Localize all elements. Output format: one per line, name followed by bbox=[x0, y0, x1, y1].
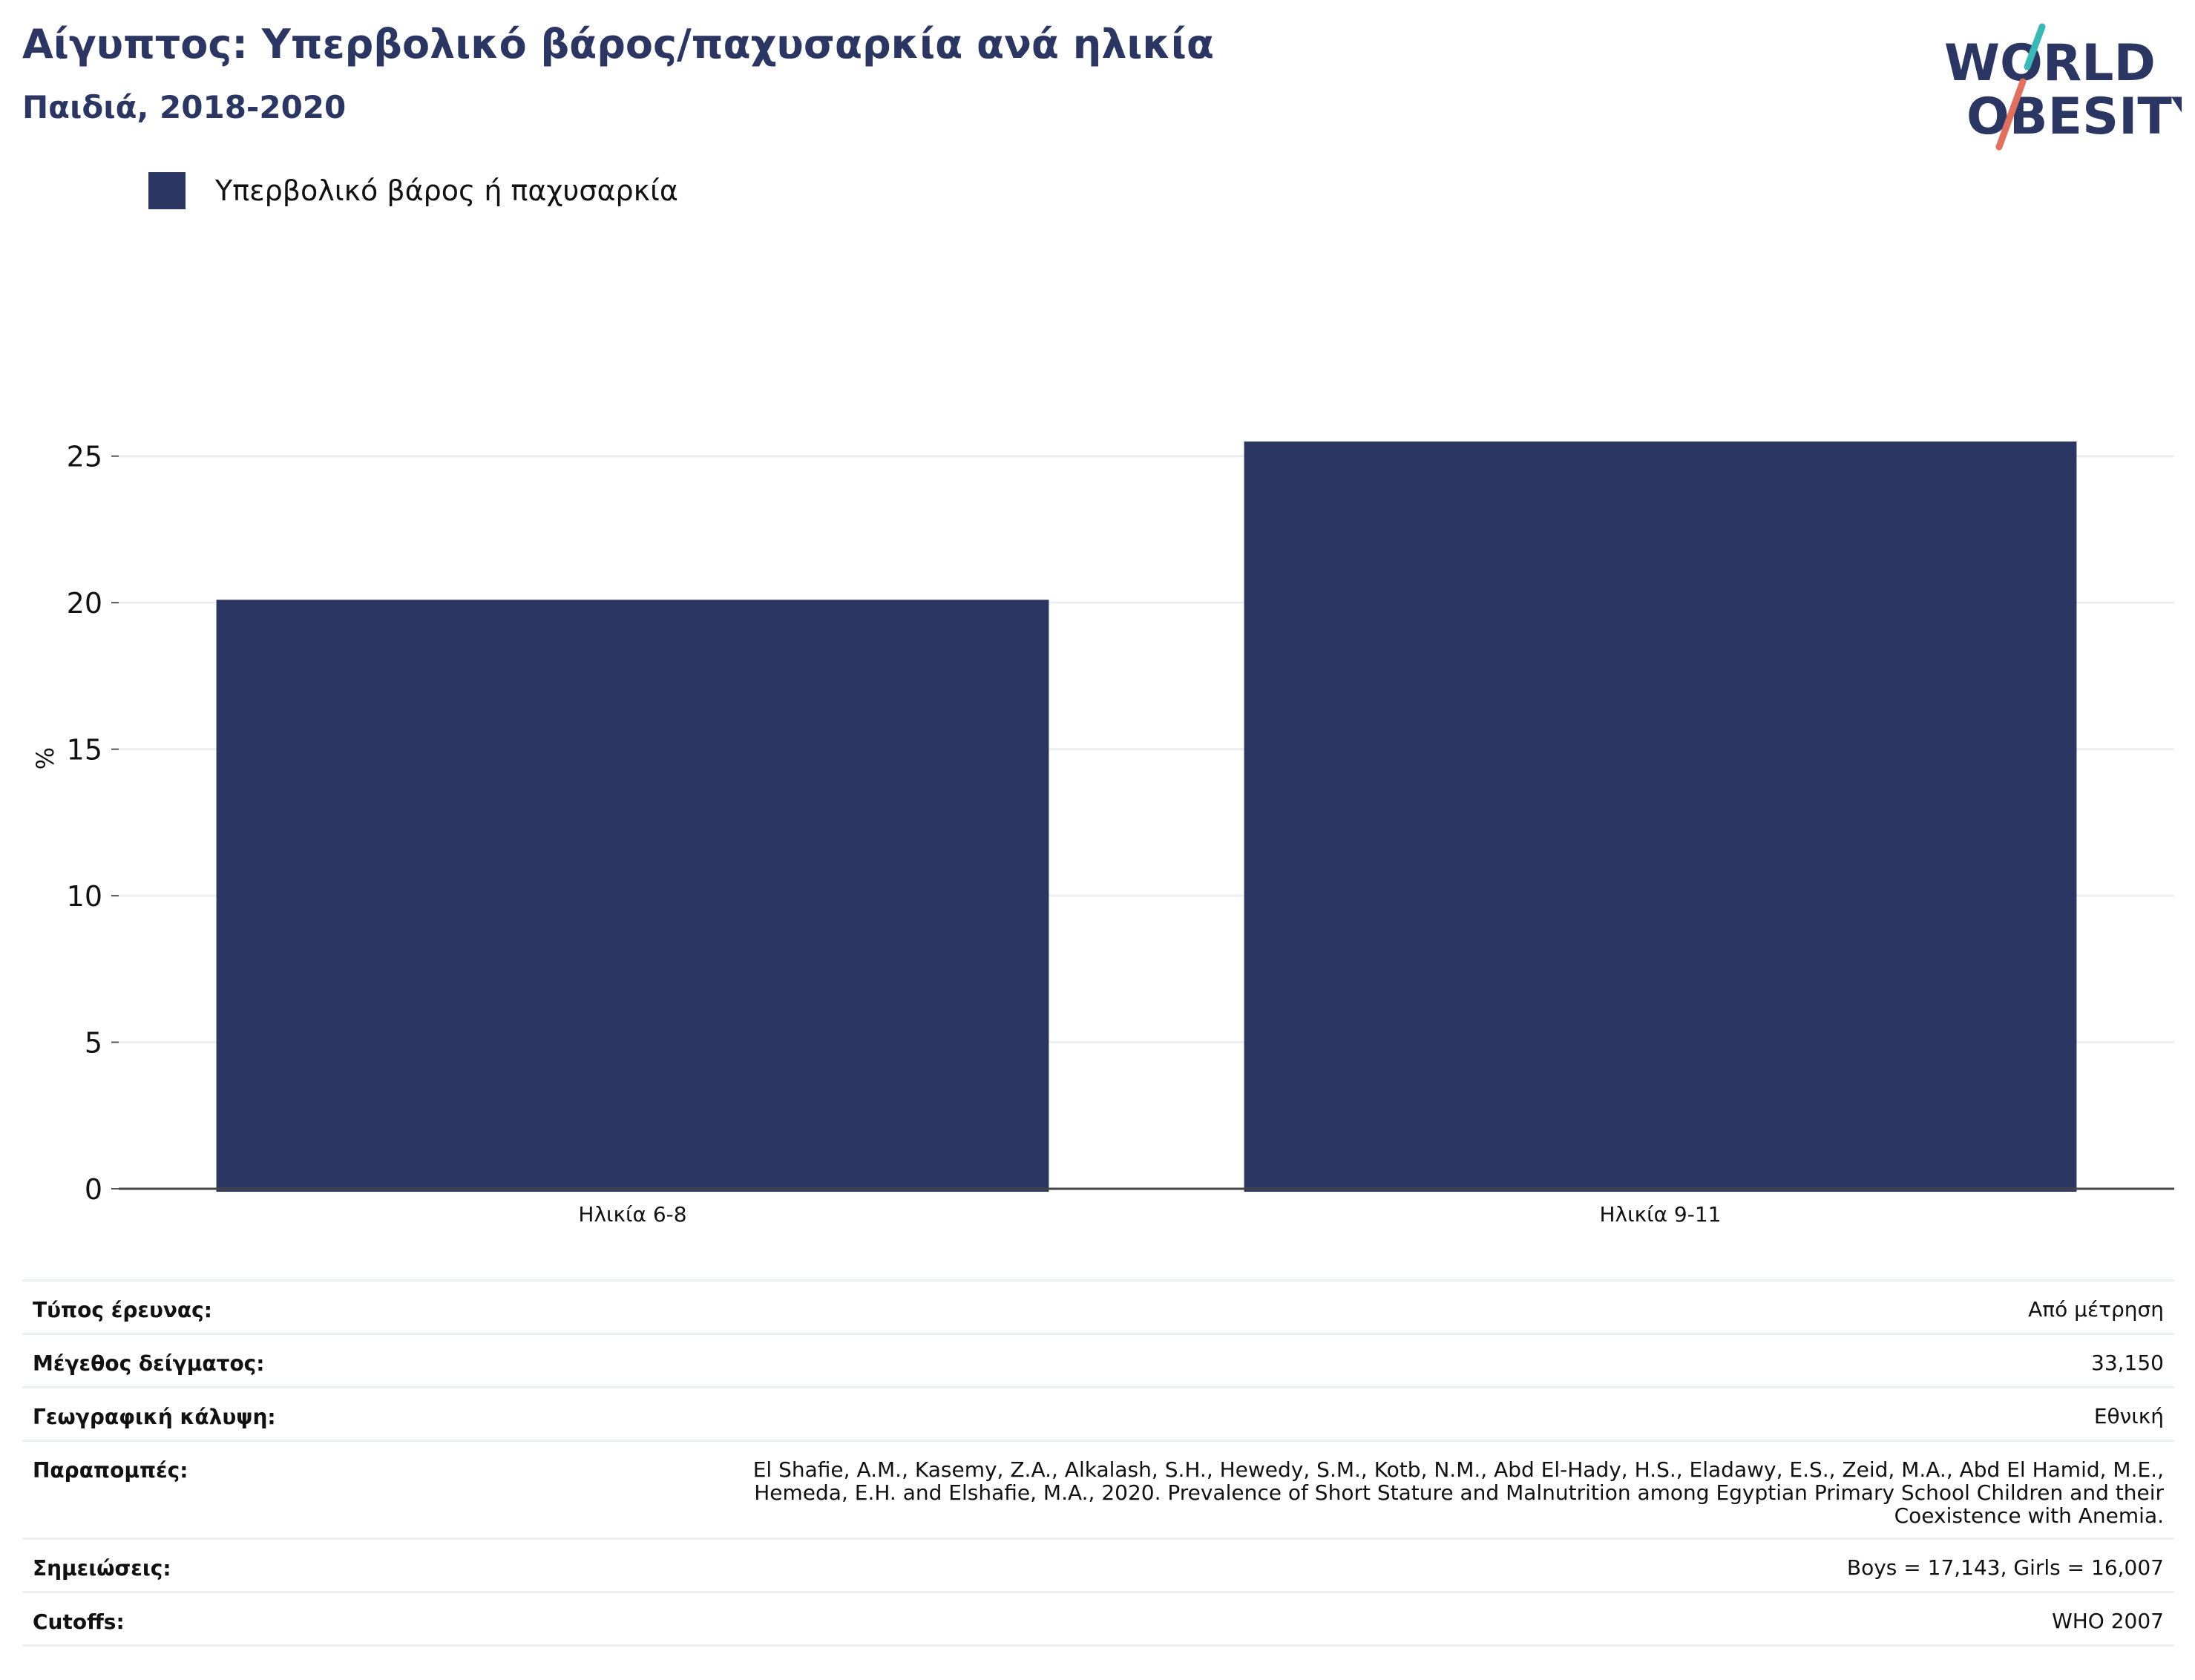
metadata-value: El Shafie, A.M., Kasemy, Z.A., Alkalash,… bbox=[488, 1440, 2174, 1540]
metadata-value: Από μέτρηση bbox=[488, 1279, 2174, 1335]
metadata-value-line: Coexistence with Anemia. bbox=[1894, 1503, 2164, 1528]
metadata-row: Σημειώσεις: Boys = 17,143, Girls = 16,007 bbox=[22, 1538, 2174, 1593]
legend-swatch bbox=[148, 172, 186, 209]
chart-subtitle: Παιδιά, 2018-2020 bbox=[22, 89, 347, 125]
metadata-row: Γεωγραφική κάλυψη: Εθνική bbox=[22, 1386, 2174, 1442]
metadata-key: Σημειώσεις: bbox=[22, 1538, 488, 1593]
metadata-value-line: Boys = 17,143, Girls = 16,007 bbox=[1846, 1555, 2164, 1580]
metadata-key: Cutoffs: bbox=[22, 1591, 488, 1647]
metadata-value: Boys = 17,143, Girls = 16,007 bbox=[488, 1538, 2174, 1593]
world-obesity-logo: WORLD OBESITY bbox=[1944, 23, 2182, 151]
legend-label: Υπερβολικό βάρος ή παχυσαρκία bbox=[215, 174, 678, 207]
logo-slash-top bbox=[2024, 23, 2046, 70]
metadata-key: Παραπομπές: bbox=[22, 1440, 488, 1540]
metadata-value-line: Εθνική bbox=[2093, 1404, 2164, 1428]
metadata-value-line: 33,150 bbox=[2091, 1351, 2164, 1375]
chart-title: Αίγυπτος: Υπερβολικό βάρος/παχυσαρκία αν… bbox=[22, 21, 1214, 68]
metadata-value: 33,150 bbox=[488, 1333, 2174, 1388]
bar bbox=[216, 600, 1049, 1192]
metadata-key: Γεωγραφική κάλυψη: bbox=[22, 1386, 488, 1442]
metadata-row: Παραπομπές: El Shafie, A.M., Kasemy, Z.A.… bbox=[22, 1440, 2174, 1540]
metadata-value-line: WHO 2007 bbox=[2052, 1609, 2164, 1633]
x-tick-label: Ηλικία 9-11 bbox=[1600, 1202, 1722, 1227]
y-tick-label: 15 bbox=[67, 734, 102, 767]
logo-line1: WORLD bbox=[1944, 34, 2156, 93]
logo-slash-bottom bbox=[1995, 78, 2027, 151]
metadata-value: WHO 2007 bbox=[488, 1591, 2174, 1647]
x-tick-label: Ηλικία 6-8 bbox=[578, 1202, 686, 1227]
y-tick-label: 5 bbox=[85, 1027, 102, 1060]
metadata-row: Cutoffs: WHO 2007 bbox=[22, 1591, 2174, 1647]
metadata-value-line: Hemeda, E.H. and Elshafie, M.A., 2020. P… bbox=[754, 1480, 2164, 1505]
metadata-row: Μέγεθος δείγματος: 33,150 bbox=[22, 1333, 2174, 1388]
metadata-row: Τύπος έρευνας: Από μέτρηση bbox=[22, 1279, 2174, 1335]
bar bbox=[1244, 441, 2077, 1192]
y-axis-label: % bbox=[31, 747, 59, 770]
y-tick-label: 0 bbox=[85, 1173, 102, 1206]
legend: Υπερβολικό βάρος ή παχυσαρκία bbox=[148, 172, 678, 209]
bar-chart: 0 5 10 15 20 25 Ηλικία 6-8 Ηλικία 9-11% bbox=[31, 441, 2174, 1227]
y-tick-label: 25 bbox=[67, 441, 102, 473]
metadata-key: Τύπος έρευνας: bbox=[22, 1279, 488, 1335]
metadata-value-line: El Shafie, A.M., Kasemy, Z.A., Alkalash,… bbox=[752, 1457, 2164, 1482]
metadata-table: Τύπος έρευνας: Από μέτρηση Μέγεθος δείγματ… bbox=[22, 1279, 2174, 1647]
metadata-value: Εθνική bbox=[488, 1386, 2174, 1442]
metadata-key: Μέγεθος δείγματος: bbox=[22, 1333, 488, 1388]
y-tick-label: 20 bbox=[67, 587, 102, 620]
metadata-value-line: Από μέτρηση bbox=[2028, 1297, 2164, 1322]
y-tick-label: 10 bbox=[67, 880, 102, 913]
